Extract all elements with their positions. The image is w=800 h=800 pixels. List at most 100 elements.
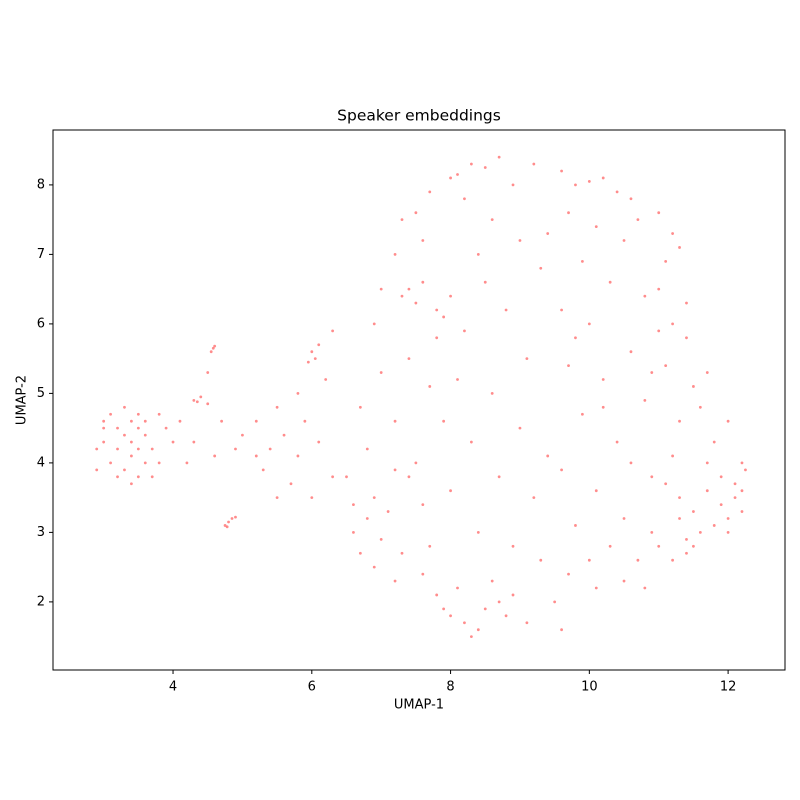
point (678, 517, 681, 520)
y-tick-label: 2 (37, 594, 45, 609)
point (546, 232, 550, 235)
chart-title: Speaker embeddings (337, 107, 501, 125)
point (393, 579, 397, 583)
point (685, 537, 688, 541)
point (636, 218, 640, 222)
point (123, 433, 126, 437)
point (698, 530, 702, 534)
point (164, 426, 168, 430)
point (567, 364, 570, 367)
point (518, 426, 522, 430)
point (692, 385, 695, 388)
point (518, 239, 522, 242)
point (171, 440, 175, 444)
point (130, 482, 133, 486)
point (317, 440, 321, 444)
point (143, 461, 147, 465)
point (483, 166, 487, 169)
point (553, 600, 557, 604)
point (504, 614, 508, 618)
y-tick-label: 6 (37, 316, 45, 331)
point (192, 440, 196, 444)
point (664, 482, 668, 486)
point (726, 517, 730, 520)
point (657, 287, 661, 291)
point (456, 586, 459, 590)
point (594, 489, 598, 493)
point (372, 322, 376, 326)
point (587, 558, 591, 562)
point (428, 385, 432, 388)
point (102, 440, 106, 444)
point (209, 350, 213, 354)
point (421, 239, 425, 242)
point (594, 225, 598, 229)
point (393, 253, 397, 256)
point (282, 433, 286, 437)
point (449, 489, 452, 493)
y-tick-label: 5 (37, 386, 45, 401)
point (185, 461, 189, 465)
point (230, 517, 234, 520)
point (574, 524, 577, 527)
point (358, 551, 362, 555)
point (511, 183, 515, 187)
point (449, 294, 452, 298)
point (497, 475, 501, 479)
point (733, 496, 737, 500)
point (622, 579, 626, 583)
point (643, 294, 647, 298)
point (567, 211, 570, 215)
point (435, 593, 439, 597)
point (463, 329, 466, 333)
point (296, 391, 300, 395)
point (234, 515, 237, 519)
point (601, 176, 605, 180)
point (400, 551, 404, 555)
point (622, 517, 626, 520)
point (223, 524, 227, 527)
point (740, 461, 744, 465)
point (615, 190, 619, 194)
point (275, 405, 279, 409)
point (580, 412, 584, 416)
point (379, 287, 383, 291)
point (490, 218, 494, 222)
point (449, 614, 452, 618)
point (567, 572, 570, 576)
point (469, 635, 473, 639)
point (560, 628, 563, 632)
point (116, 447, 119, 451)
point (414, 301, 418, 305)
point (428, 544, 432, 548)
point (483, 607, 487, 611)
point (705, 461, 709, 465)
point (643, 398, 647, 402)
x-tick-label: 8 (446, 680, 454, 695)
x-axis-label: UMAP-1 (394, 698, 444, 713)
point (150, 475, 154, 479)
point (560, 308, 563, 312)
point (685, 551, 688, 555)
point (476, 628, 480, 632)
point (442, 607, 446, 611)
point (657, 211, 661, 215)
point (532, 496, 536, 500)
y-tick-label: 3 (37, 525, 45, 540)
point (372, 565, 376, 569)
point (574, 336, 577, 340)
y-axis-label: UMAP-2 (15, 375, 30, 425)
point (560, 169, 563, 173)
point (678, 496, 681, 500)
point (206, 402, 210, 406)
point (435, 336, 439, 340)
point (310, 350, 314, 354)
point (102, 426, 106, 430)
point (365, 517, 369, 520)
point (109, 412, 112, 416)
point (365, 447, 369, 451)
point (719, 475, 723, 479)
point (289, 482, 293, 486)
point (587, 322, 591, 326)
point (615, 440, 619, 444)
